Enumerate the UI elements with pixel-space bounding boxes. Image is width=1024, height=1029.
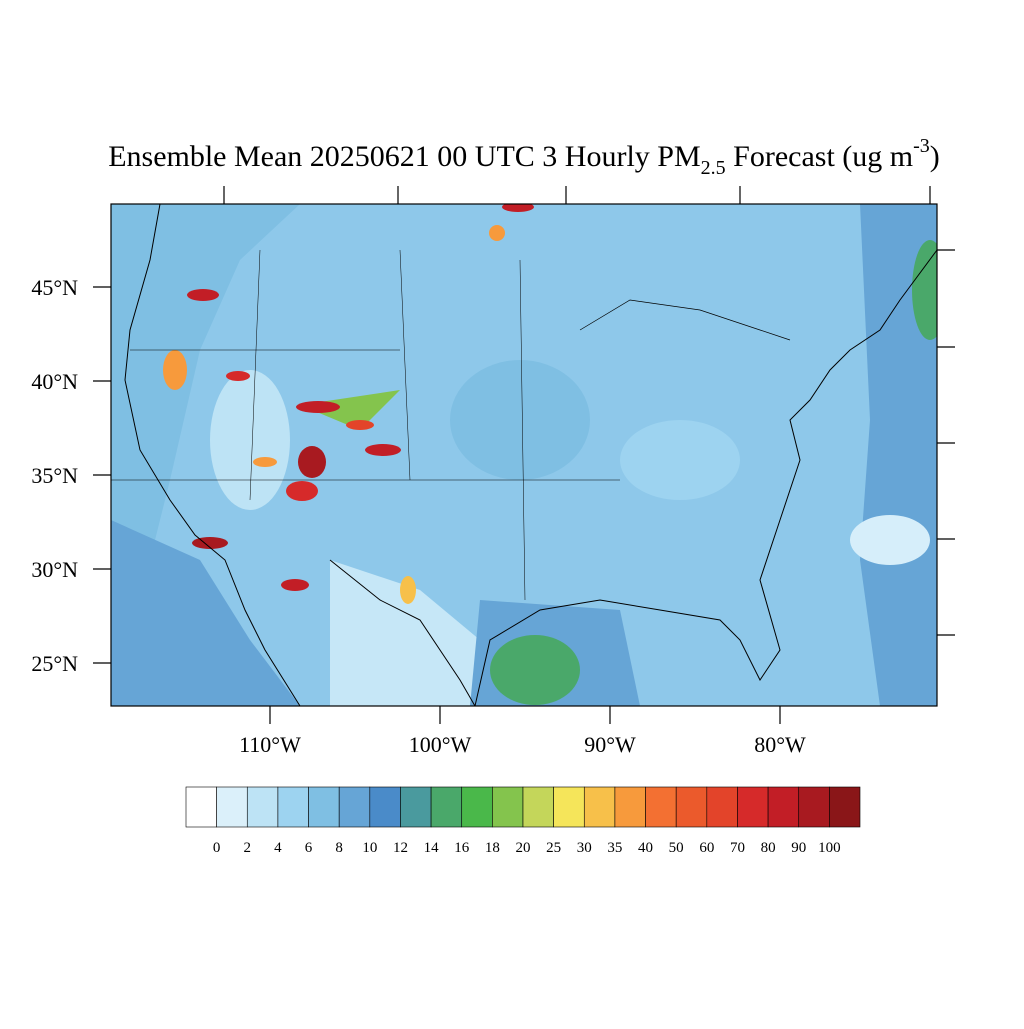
lat-label: 45°N bbox=[31, 275, 78, 300]
colorbar-label: 16 bbox=[454, 840, 470, 856]
title-subscript: 2.5 bbox=[701, 157, 726, 179]
colorbar-label: 80 bbox=[761, 840, 776, 856]
colorbar-label: 40 bbox=[638, 840, 653, 856]
coastlines bbox=[111, 204, 937, 706]
colorbar-label: 18 bbox=[485, 840, 500, 856]
title-main: Ensemble Mean 20250621 00 UTC 3 Hourly P… bbox=[108, 140, 700, 173]
colorbar-box bbox=[400, 786, 432, 828]
colorbar-box bbox=[277, 786, 309, 828]
colorbar-label: 4 bbox=[274, 840, 282, 856]
colorbar-box bbox=[461, 786, 493, 828]
colorbar-label: 6 bbox=[305, 840, 313, 856]
colorbar-label: 30 bbox=[577, 840, 592, 856]
smoke-plumes bbox=[163, 204, 534, 604]
lat-label: 40°N bbox=[31, 369, 78, 394]
lat-label: 30°N bbox=[31, 557, 78, 582]
colorbar-box bbox=[829, 786, 861, 828]
colorbar-box bbox=[706, 786, 738, 828]
colorbar-label: 70 bbox=[730, 840, 745, 856]
colorbar-box bbox=[216, 786, 248, 828]
colorbar-label: 90 bbox=[791, 840, 806, 856]
lon-label: 80°W bbox=[754, 732, 806, 757]
colorbar-box bbox=[185, 786, 217, 828]
title-close: ) bbox=[930, 140, 940, 173]
colorbar-label: 2 bbox=[244, 840, 252, 856]
colorbar-label: 50 bbox=[669, 840, 684, 856]
lon-label: 90°W bbox=[584, 732, 636, 757]
colorbar-label: 20 bbox=[516, 840, 531, 856]
map-field bbox=[111, 204, 937, 706]
title-after: Forecast (ug m bbox=[726, 140, 913, 173]
lat-label: 35°N bbox=[31, 463, 78, 488]
lon-label: 110°W bbox=[239, 732, 301, 757]
colorbar-box bbox=[430, 786, 463, 828]
title-superscript: -3 bbox=[913, 135, 930, 157]
colorbar-box bbox=[583, 786, 616, 828]
colorbar-box bbox=[798, 786, 830, 828]
colorbar-label: 100 bbox=[818, 840, 841, 856]
colorbar-box bbox=[338, 786, 371, 828]
colorbar-label: 8 bbox=[335, 840, 343, 856]
colorbar-box bbox=[737, 786, 769, 828]
colorbar-box bbox=[553, 786, 585, 828]
colorbar-label: 25 bbox=[546, 840, 561, 856]
colorbar-box bbox=[369, 786, 401, 828]
colorbar-label: 60 bbox=[699, 840, 714, 856]
colorbar-label: 35 bbox=[607, 840, 622, 856]
colorbar-box bbox=[614, 786, 646, 828]
colorbar-label: 14 bbox=[424, 840, 440, 856]
colorbar-box bbox=[645, 786, 677, 828]
colorbar-box bbox=[492, 786, 524, 828]
frame-ticks bbox=[93, 186, 955, 724]
colorbar-label: 12 bbox=[393, 840, 408, 856]
colorbar-box bbox=[246, 786, 279, 828]
colorbar-box bbox=[308, 786, 340, 828]
colorbar-box bbox=[522, 786, 554, 828]
lat-label: 25°N bbox=[31, 651, 78, 676]
colorbar-label: 0 bbox=[213, 840, 221, 856]
map-frame bbox=[110, 203, 938, 707]
colorbar: 0 2 4 6 8 10 12 14 16 18 20 25 30 35 40 50 60 70 80 90 100 bbox=[185, 786, 861, 856]
colorbar-label: 10 bbox=[362, 840, 377, 856]
map-title: Ensemble Mean 20250621 00 UTC 3 Hourly P… bbox=[108, 135, 940, 179]
colorbar-box bbox=[767, 786, 800, 828]
lon-label: 100°W bbox=[409, 732, 472, 757]
colorbar-box bbox=[675, 786, 708, 828]
